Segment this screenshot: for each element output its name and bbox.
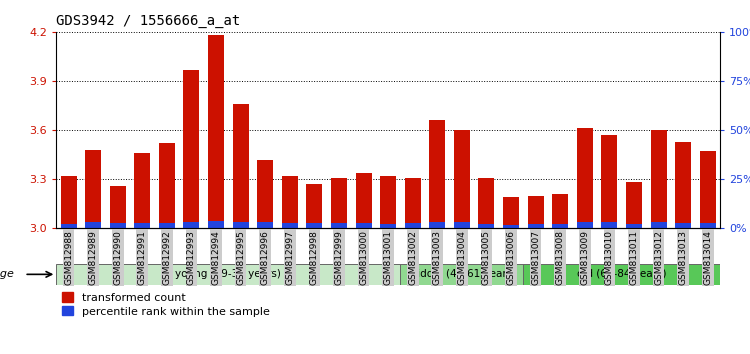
Bar	[86, 150, 101, 228]
Bar	[675, 142, 691, 228]
Text: GSM812999: GSM812999	[334, 230, 344, 285]
Legend: transformed count, percentile rank within the sample: transformed count, percentile rank withi…	[62, 292, 270, 316]
Text: GSM812997: GSM812997	[285, 230, 294, 285]
Text: GSM813002: GSM813002	[408, 230, 417, 285]
Bar	[380, 176, 396, 228]
Text: GSM813012: GSM813012	[654, 230, 663, 285]
Bar	[454, 130, 470, 228]
Bar	[429, 222, 445, 228]
Bar	[86, 222, 101, 228]
Text: GSM813006: GSM813006	[506, 230, 515, 285]
Text: GSM813008: GSM813008	[556, 230, 565, 285]
Bar	[552, 224, 568, 228]
Bar	[552, 194, 568, 228]
Bar	[110, 223, 126, 228]
Bar	[528, 195, 544, 228]
Bar	[257, 222, 273, 228]
Bar	[700, 152, 715, 228]
Bar	[61, 224, 76, 228]
Text: GSM812992: GSM812992	[162, 230, 171, 285]
Text: age: age	[0, 269, 14, 279]
Text: GSM812993: GSM812993	[187, 230, 196, 285]
Bar	[356, 173, 371, 228]
Text: GSM812998: GSM812998	[310, 230, 319, 285]
Text: GSM813007: GSM813007	[531, 230, 540, 285]
Bar	[577, 129, 592, 228]
Bar	[650, 222, 667, 228]
Bar	[208, 35, 224, 228]
Bar	[602, 222, 617, 228]
Text: old (65-84 years): old (65-84 years)	[577, 269, 667, 279]
Bar	[110, 186, 126, 228]
Bar	[356, 223, 371, 228]
Bar	[400, 264, 524, 285]
Bar	[602, 135, 617, 228]
Bar	[626, 183, 642, 228]
Text: GDS3942 / 1556666_a_at: GDS3942 / 1556666_a_at	[56, 14, 241, 28]
Text: middle (42-61 years): middle (42-61 years)	[407, 269, 517, 279]
Bar	[282, 223, 298, 228]
Text: GSM812991: GSM812991	[138, 230, 147, 285]
Bar	[700, 223, 715, 228]
Bar	[159, 223, 175, 228]
Bar	[184, 222, 200, 228]
Text: GSM813011: GSM813011	[629, 230, 638, 285]
Bar	[331, 223, 347, 228]
Text: GSM812989: GSM812989	[88, 230, 98, 285]
Bar	[454, 222, 470, 228]
Bar	[184, 69, 200, 228]
Bar	[577, 222, 592, 228]
Bar	[650, 130, 667, 228]
Bar	[56, 264, 400, 285]
Bar	[478, 224, 494, 228]
Bar	[257, 160, 273, 228]
Bar	[405, 178, 421, 228]
Bar	[307, 184, 322, 228]
Text: GSM813003: GSM813003	[433, 230, 442, 285]
Bar	[232, 104, 248, 228]
Text: GSM813000: GSM813000	[359, 230, 368, 285]
Text: GSM813001: GSM813001	[383, 230, 392, 285]
Bar	[232, 222, 248, 228]
Bar	[380, 224, 396, 228]
Bar	[675, 223, 691, 228]
Text: young (19-31 years): young (19-31 years)	[176, 269, 281, 279]
Text: GSM813009: GSM813009	[580, 230, 590, 285]
Bar	[524, 264, 720, 285]
Bar	[61, 176, 76, 228]
Bar	[528, 224, 544, 228]
Bar	[626, 224, 642, 228]
Bar	[429, 120, 445, 228]
Text: GSM813010: GSM813010	[604, 230, 613, 285]
Text: GSM813005: GSM813005	[482, 230, 491, 285]
Bar	[331, 178, 347, 228]
Bar	[134, 223, 150, 228]
Text: GSM812994: GSM812994	[211, 230, 220, 285]
Text: GSM812988: GSM812988	[64, 230, 73, 285]
Bar	[405, 223, 421, 228]
Bar	[503, 225, 519, 228]
Bar	[282, 176, 298, 228]
Bar	[159, 143, 175, 228]
Bar	[307, 223, 322, 228]
Bar	[208, 221, 224, 228]
Text: GSM813013: GSM813013	[679, 230, 688, 285]
Bar	[503, 197, 519, 228]
Text: GSM813014: GSM813014	[704, 230, 712, 285]
Text: GSM812996: GSM812996	[261, 230, 270, 285]
Text: GSM813004: GSM813004	[458, 230, 466, 285]
Text: GSM812990: GSM812990	[113, 230, 122, 285]
Bar	[134, 153, 150, 228]
Bar	[478, 178, 494, 228]
Text: GSM812995: GSM812995	[236, 230, 245, 285]
